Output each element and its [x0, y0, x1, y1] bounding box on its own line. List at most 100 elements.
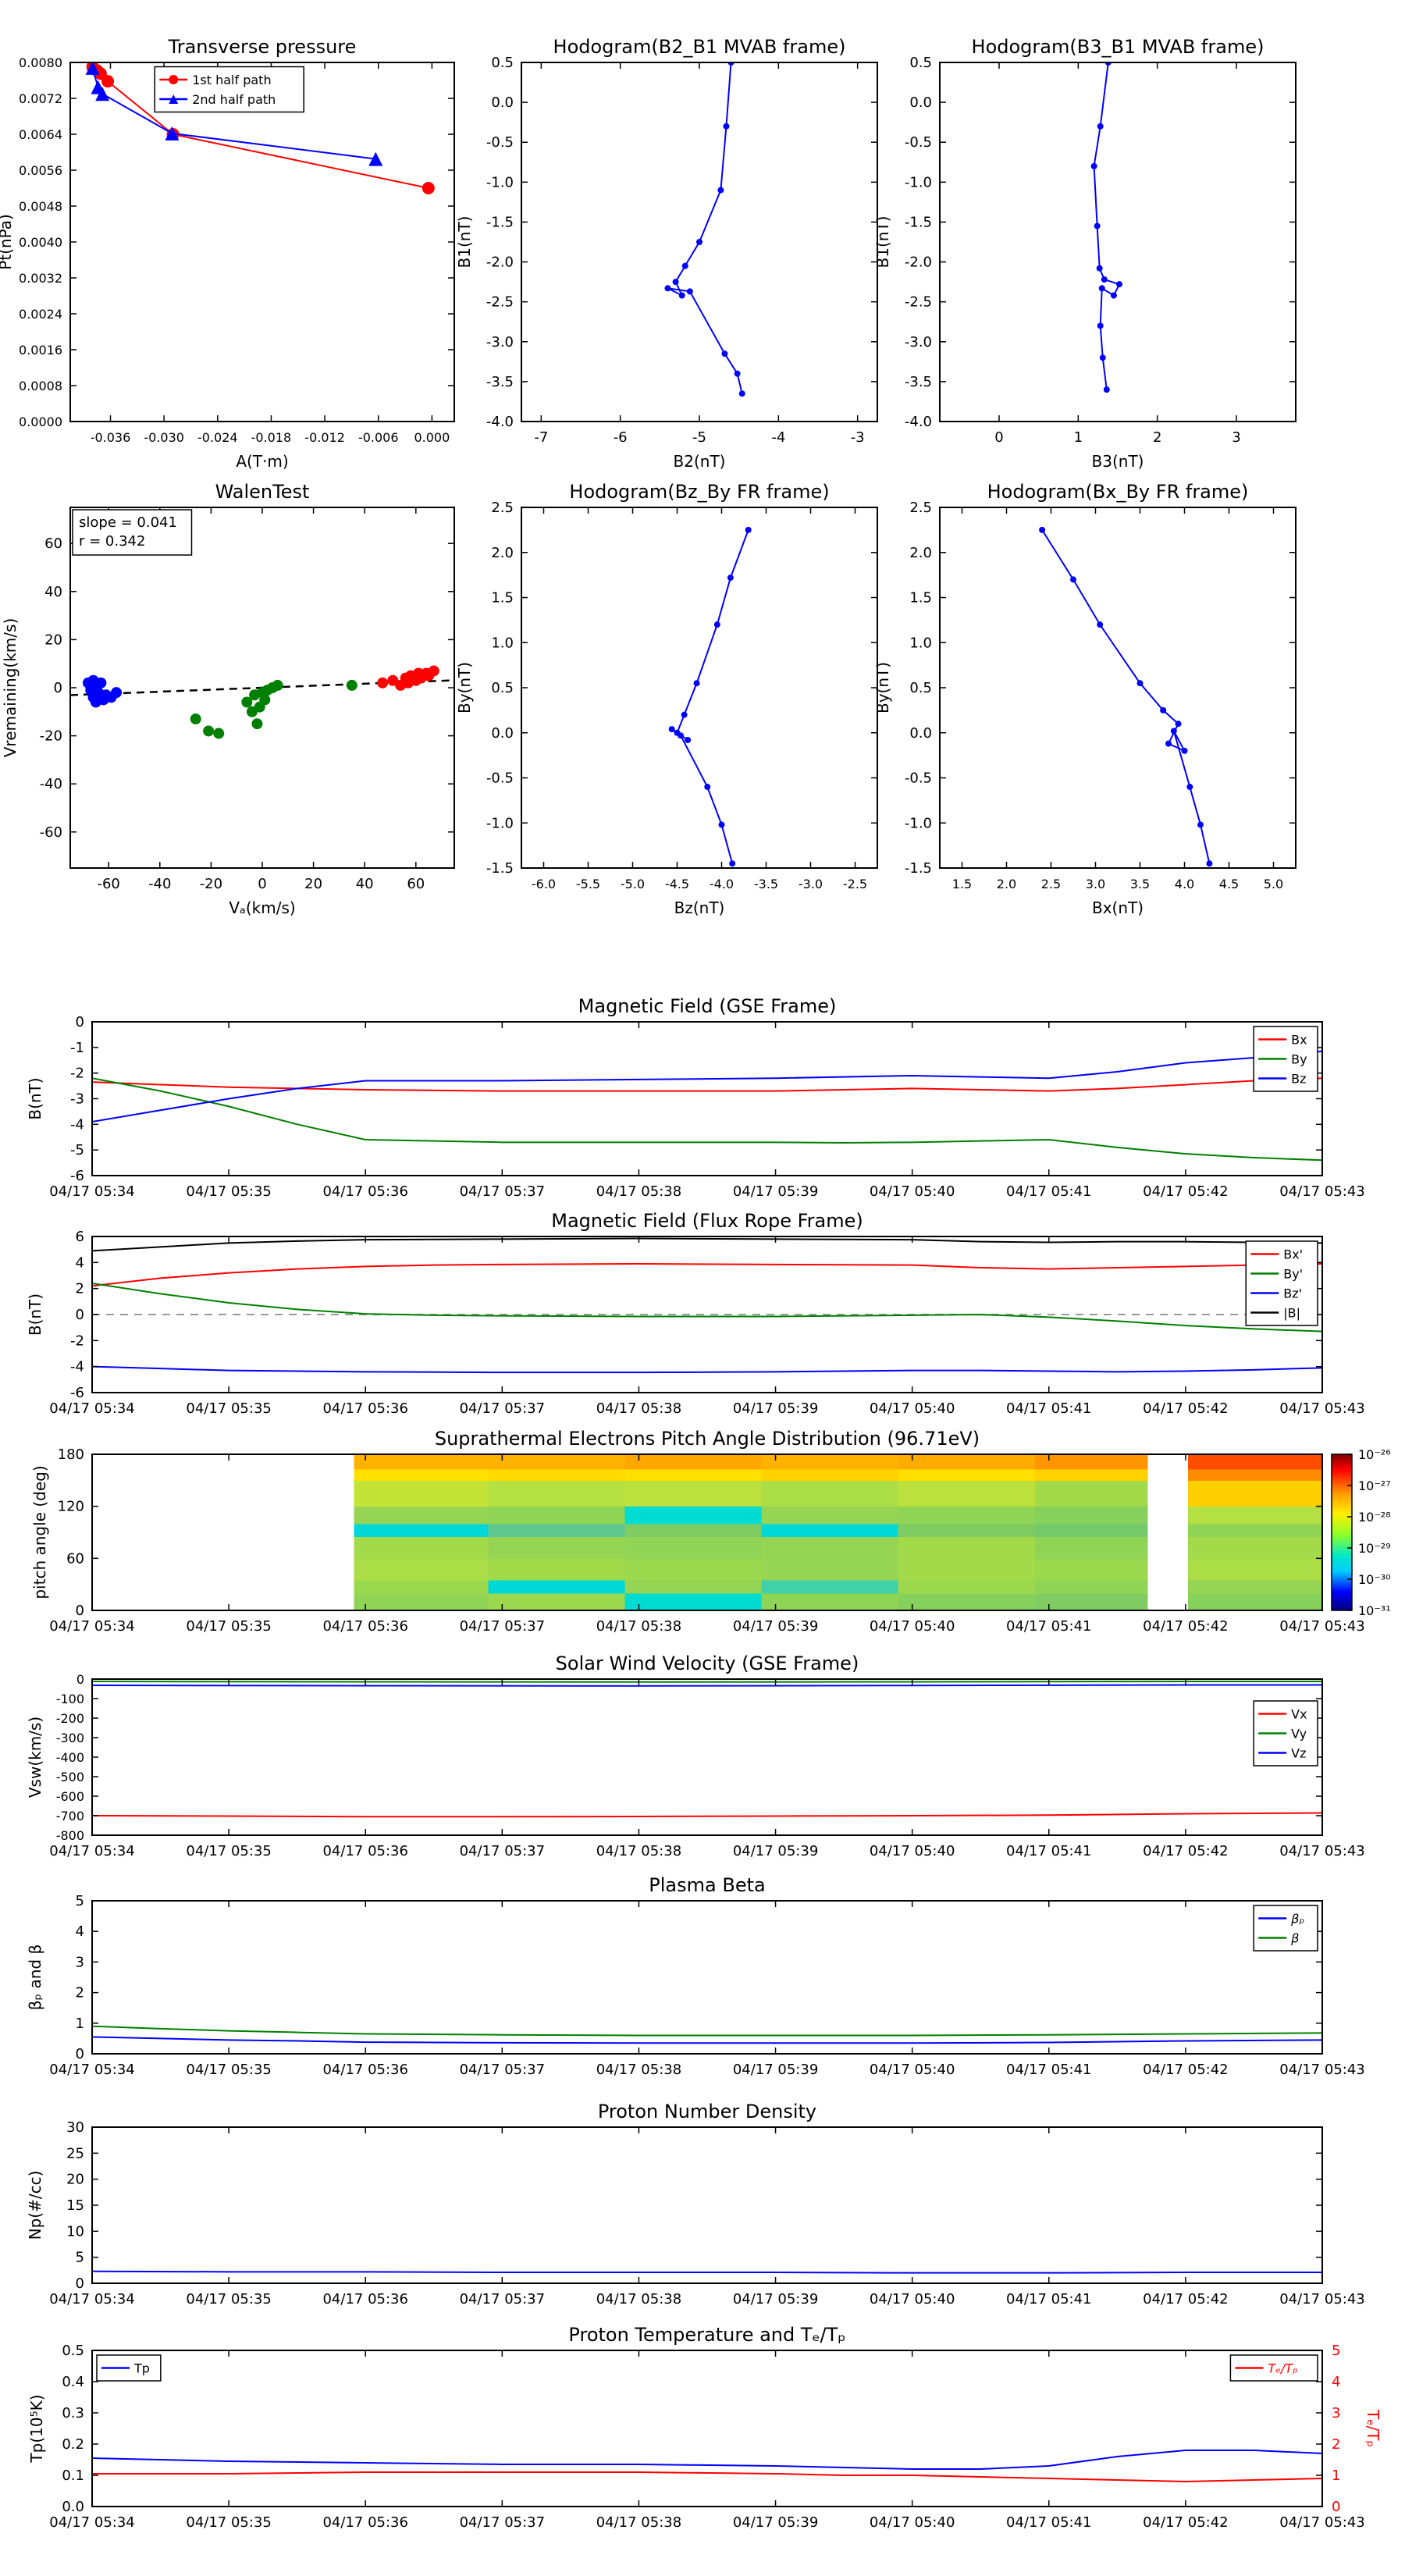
chart-title: WalenTest [215, 481, 310, 503]
x-axis-label: A(T·m) [236, 452, 288, 471]
colorbar-tick-label: 10⁻³¹ [1358, 1603, 1391, 1618]
x-tick-label: 04/17 05:37 [460, 2514, 545, 2531]
y-tick-label: -600 [56, 1789, 84, 1804]
y-tick-label: -1.0 [486, 815, 514, 831]
y-tick-label: 0.0 [491, 725, 514, 742]
x-tick-label: 04/17 05:35 [186, 2062, 271, 2078]
x-tick-label: 1.5 [952, 877, 972, 891]
y-tick-label: 3 [76, 1954, 84, 1970]
x-tick-label: 1 [1074, 429, 1083, 446]
x-tick-label: 04/17 05:38 [596, 1843, 681, 1859]
y-tick-label: -2.0 [905, 254, 932, 271]
y-tick-label: 2 [76, 1985, 84, 2001]
x-tick-label: 04/17 05:41 [1006, 1183, 1091, 1200]
x-tick-label: 04/17 05:42 [1143, 1400, 1228, 1417]
x-tick-label: -3.0 [799, 877, 823, 891]
right-y-tick-label: 2 [1332, 2436, 1340, 2453]
chart-title: Proton Number Density [598, 2101, 816, 2122]
series-Vx [92, 1812, 1322, 1818]
y-tick-label: 0.0072 [19, 91, 62, 106]
x-tick-label: -40 [148, 876, 171, 892]
x-tick-label: 04/17 05:34 [49, 2291, 134, 2307]
series-B2-B1-path [667, 62, 743, 394]
chart-title: Plasma Beta [649, 1874, 765, 1896]
x-tick-label: 2 [1153, 429, 1161, 446]
y-tick-label: -1.5 [486, 860, 514, 877]
x-tick-label: 04/17 05:38 [596, 1183, 681, 1200]
legend-label: Bx [1291, 1033, 1307, 1048]
y-tick-label: 0.5 [62, 2343, 84, 2359]
x-tick-label: 04/17 05:35 [186, 2514, 271, 2531]
y-tick-label: -0.5 [905, 770, 932, 787]
y-tick-label: -3.0 [486, 334, 514, 350]
y-tick-label: -3.0 [905, 334, 932, 350]
y-tick-label: 60 [66, 1550, 84, 1567]
x-tick-label: 0 [994, 429, 1003, 446]
colorbar-tick-label: 10⁻²⁸ [1358, 1510, 1391, 1525]
y-tick-label: 0.0 [62, 2499, 84, 2515]
y-axis-label: βₚ and β [26, 1944, 44, 2010]
y-tick-label: 0 [76, 2046, 84, 2062]
x-axis-label: Bx(nT) [1092, 898, 1144, 917]
legend-label: β [1290, 1931, 1299, 1946]
legend: Tₑ/Tₚ [1229, 2354, 1318, 2382]
y-tick-label: -0.5 [486, 770, 514, 787]
y-tick-label: 0.5 [909, 55, 932, 71]
x-tick-label: 04/17 05:38 [596, 1618, 681, 1635]
y-tick-label: 1 [76, 2016, 84, 2032]
x-tick-label: 04/17 05:42 [1143, 1183, 1228, 1200]
series-B3-B1-path [1093, 62, 1121, 390]
x-tick-label: 3.5 [1130, 877, 1150, 891]
chart-title: Hodogram(B3_B1 MVAB frame) [972, 36, 1264, 58]
y-tick-label: 0.0080 [19, 55, 62, 70]
y-tick-label: 0.0 [491, 94, 514, 111]
x-tick-label: -0.030 [144, 430, 184, 445]
y-axis-label: Pt(nPa) [0, 214, 15, 270]
y-tick-label: 0.0056 [19, 163, 62, 178]
y-tick-label: -1.5 [905, 214, 932, 230]
y-tick-label: 0.5 [491, 680, 514, 696]
x-tick-label: 04/17 05:43 [1279, 1618, 1364, 1635]
series-By' [92, 1283, 1322, 1332]
x-tick-label: 04/17 05:38 [596, 2514, 681, 2531]
annotation-box [72, 509, 193, 556]
series-markers-first-interval-points [82, 674, 123, 708]
x-tick-label: 04/17 05:39 [733, 2062, 818, 2078]
y-axis-label: Tp(10⁵K) [27, 2394, 46, 2463]
colorbar-tick-label: 10⁻²⁶ [1358, 1447, 1391, 1462]
y-tick-label: 0 [76, 1307, 84, 1323]
legend: Vx Vy Vz [1253, 1700, 1318, 1767]
right-y-tick-label: 5 [1332, 2343, 1340, 2359]
x-tick-label: 04/17 05:42 [1143, 2062, 1228, 2078]
legend-label: Bz [1291, 1072, 1306, 1087]
y-tick-label: -3.5 [486, 374, 514, 390]
y-tick-label: -100 [56, 1692, 84, 1706]
chart-title: Proton Temperature and Tₑ/Tₚ [568, 2324, 845, 2346]
chart-proton-density: 04/17 05:34 04/17 05:35 04/17 05:36 04/17 0… [26, 2101, 1365, 2307]
y-tick-label: 0.0 [909, 725, 932, 742]
axes-frame [91, 2350, 1323, 2507]
y-tick-label: -300 [56, 1731, 84, 1745]
chart-pitch-angle-dist: 04/17 05:34 04/17 05:35 04/17 05:36 04/17 0… [30, 1428, 1391, 1635]
y-tick-label: 20 [44, 632, 62, 648]
y-tick-label: -2.5 [486, 294, 514, 311]
x-tick-label: 04/17 05:43 [1279, 1843, 1364, 1859]
x-tick-label: -3 [851, 429, 865, 446]
y-tick-label: -1.5 [905, 860, 932, 877]
x-tick-label: -5 [692, 429, 706, 446]
y-axis-label: B1(nT) [873, 216, 892, 269]
x-tick-label: 04/17 05:43 [1279, 2062, 1364, 2078]
annotation-text: slope = 0.041 [79, 514, 177, 531]
right-y-tick-label: 3 [1332, 2405, 1340, 2421]
y-tick-label: -400 [56, 1750, 84, 1765]
y-tick-label: -2.0 [486, 254, 514, 271]
y-tick-label: 1.0 [909, 635, 932, 651]
legend-label: 1st half path [192, 73, 271, 87]
x-tick-label: 04/17 05:40 [870, 1183, 955, 1200]
series-beta-p [92, 2036, 1322, 2044]
y-tick-label: 2.5 [909, 500, 932, 516]
y-tick-label: 1.0 [491, 635, 514, 651]
legend-label: Vy [1291, 1727, 1307, 1742]
x-tick-label: 04/17 05:34 [49, 2514, 134, 2531]
